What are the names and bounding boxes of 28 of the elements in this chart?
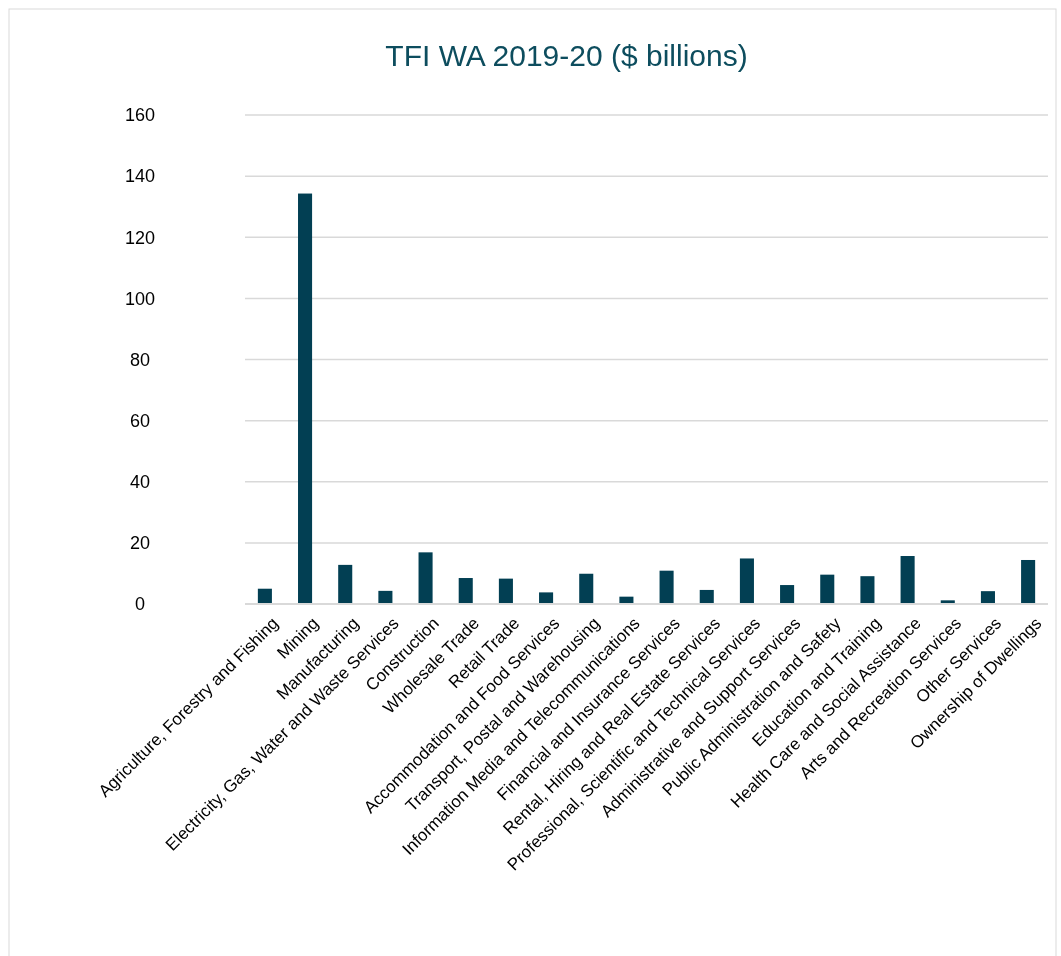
- bar: [539, 592, 554, 604]
- y-tick-label: 0: [134, 594, 146, 615]
- bar: [338, 564, 353, 604]
- bar: [498, 578, 513, 604]
- bar: [780, 585, 795, 604]
- bar: [820, 574, 835, 604]
- bar: [458, 578, 473, 604]
- bar: [1021, 559, 1036, 604]
- bar: [298, 193, 313, 604]
- y-tick-label: 140: [124, 166, 156, 187]
- bar: [378, 590, 393, 604]
- bar: [257, 588, 272, 604]
- y-tick-label: 20: [129, 533, 151, 554]
- bar: [980, 591, 995, 604]
- y-tick-label: 80: [129, 349, 151, 370]
- bar: [418, 552, 433, 604]
- bar: [739, 558, 754, 604]
- y-tick-label: 40: [129, 472, 151, 493]
- bar: [900, 556, 915, 604]
- y-tick-label: 160: [124, 105, 156, 126]
- y-tick-label: 120: [124, 227, 156, 248]
- chart-title: TFI WA 2019-20 ($ billions): [385, 39, 748, 72]
- bar: [860, 576, 875, 604]
- bar: [659, 570, 674, 604]
- bar: [579, 573, 594, 604]
- y-tick-label: 60: [129, 410, 151, 431]
- bar: [699, 589, 714, 604]
- y-tick-label: 100: [124, 288, 156, 309]
